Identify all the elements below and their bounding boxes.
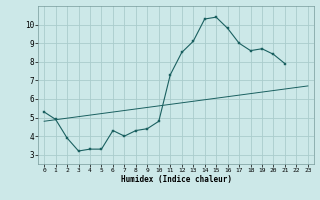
X-axis label: Humidex (Indice chaleur): Humidex (Indice chaleur)	[121, 175, 231, 184]
